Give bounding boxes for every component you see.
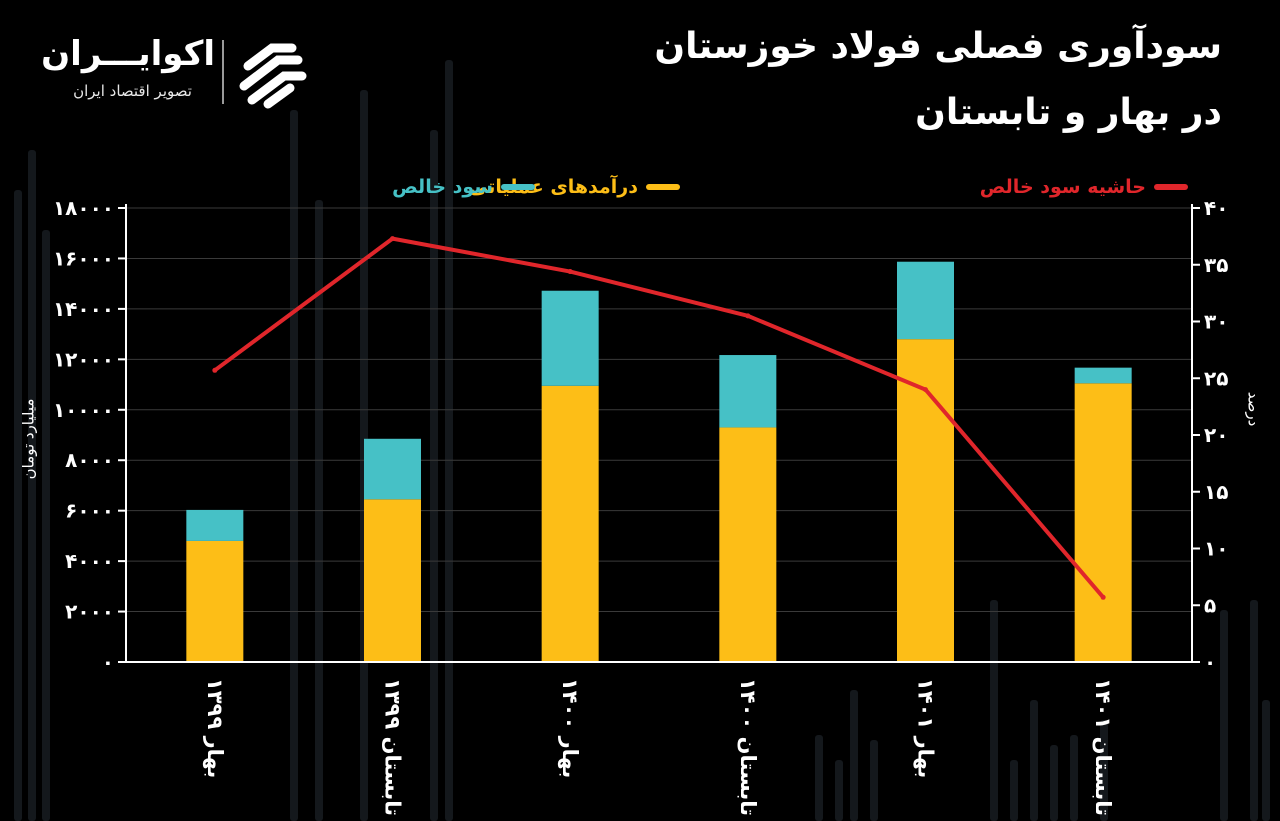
background-deco-bar bbox=[1100, 720, 1108, 821]
legend-swatch-revenue bbox=[646, 184, 680, 190]
bar-net-profit bbox=[897, 261, 954, 340]
margin-point bbox=[212, 367, 218, 373]
bar-net-profit bbox=[364, 438, 421, 500]
bar-net-profit bbox=[186, 509, 244, 541]
legend-swatch-net-profit bbox=[501, 184, 535, 190]
background-deco-bar bbox=[14, 190, 22, 821]
margin-point bbox=[390, 236, 395, 242]
y-tick-label: ۲۰۰۰ bbox=[65, 600, 114, 624]
y-right-tick-label: ۳۰ bbox=[1204, 310, 1228, 334]
y-tick-label: ۱۰۰۰۰ bbox=[53, 398, 114, 422]
background-deco-bar bbox=[870, 740, 878, 821]
background-deco-bar bbox=[850, 690, 858, 821]
background-deco-bar bbox=[430, 130, 438, 821]
x-tick-label: بهار ۱۴۰۰ bbox=[558, 678, 582, 778]
y-right-tick-label: ۴۰ bbox=[1204, 196, 1228, 220]
background-deco-bar bbox=[1220, 610, 1228, 821]
background-deco-bar bbox=[42, 230, 50, 821]
legend-item-net-profit: سود خالص bbox=[392, 174, 535, 200]
legend-swatch-margin bbox=[1154, 184, 1188, 190]
margin-point bbox=[567, 269, 573, 275]
bar-net-profit bbox=[719, 355, 777, 428]
bar-revenue bbox=[364, 499, 421, 662]
y-right-tick-label: ۳۵ bbox=[1204, 253, 1228, 277]
ecoiran-stripes-icon bbox=[239, 43, 307, 109]
background-deco-bar bbox=[28, 150, 36, 821]
logo-divider bbox=[222, 40, 224, 104]
legend-label-net-profit: سود خالص bbox=[392, 176, 493, 198]
margin-point bbox=[923, 387, 928, 393]
legend-label-margin: حاشیه سود خالص bbox=[979, 176, 1146, 198]
y-right-tick-label: ۵ bbox=[1204, 593, 1216, 617]
logo-name: اکوایـــران bbox=[41, 34, 215, 74]
line-net-profit-margin bbox=[213, 236, 1105, 599]
background-deco-bar bbox=[1030, 700, 1038, 821]
y-right-tick-label: ۱۵ bbox=[1204, 480, 1228, 504]
bar-revenue bbox=[1074, 383, 1132, 662]
x-tick-label: تابستان ۱۴۰۰ bbox=[736, 678, 760, 816]
background-deco-bar bbox=[290, 110, 298, 821]
legend-label-revenue: درآمدهای عملیاتی bbox=[469, 176, 638, 198]
bar-revenue bbox=[897, 339, 954, 662]
x-tick-label: بهار ۱۳۹۹ bbox=[203, 678, 227, 778]
y-tick-label: ۴۰۰۰ bbox=[65, 549, 114, 573]
x-tick-label: تابستان ۱۳۹۹ bbox=[381, 678, 405, 816]
y-right-tick-label: ۲۵ bbox=[1204, 366, 1228, 390]
bar-revenue bbox=[186, 540, 244, 662]
legend-item-margin: حاشیه سود خالص bbox=[980, 174, 1188, 200]
y-right-tick-label: ۲۰ bbox=[1204, 423, 1228, 447]
y-tick-label: ۶۰۰۰ bbox=[65, 499, 114, 523]
bar-net-profit bbox=[541, 290, 599, 386]
background-deco-bar bbox=[990, 600, 998, 821]
legend-item-revenue: درآمدهای عملیاتی bbox=[469, 174, 680, 200]
chart-title-line2: در بهار و تابستان bbox=[915, 92, 1222, 133]
logo: اکوایـــران تصویر اقتصاد ایران bbox=[41, 34, 312, 114]
y-right-tick-label: ۰ bbox=[1204, 650, 1216, 674]
background-deco-bar bbox=[835, 760, 843, 821]
background-deco-bar bbox=[1010, 760, 1018, 821]
margin-point bbox=[1100, 594, 1106, 600]
y-axis-label-right: درصد bbox=[1244, 391, 1263, 427]
y-tick-label: ۱۸۰۰۰ bbox=[53, 196, 114, 220]
chart-title-line1: سودآوری فصلی فولاد خوزستان bbox=[654, 26, 1222, 67]
y-axis-label-left: میلیارد تومان bbox=[19, 398, 38, 480]
y-tick-label: ۸۰۰۰ bbox=[65, 448, 114, 472]
margin-point bbox=[745, 313, 751, 319]
background-deco-bar bbox=[1250, 600, 1258, 821]
background-deco-bar bbox=[1070, 735, 1078, 821]
bar-revenue bbox=[541, 385, 599, 662]
y-tick-label: ۰ bbox=[102, 650, 114, 674]
x-tick-label: تابستان ۱۴۰۱ bbox=[1091, 678, 1115, 816]
y-tick-label: ۱۲۰۰۰ bbox=[53, 347, 114, 371]
background-deco-bar bbox=[1262, 700, 1270, 821]
y-tick-label: ۱۴۰۰۰ bbox=[53, 297, 114, 321]
logo-tagline: تصویر اقتصاد ایران bbox=[73, 82, 192, 100]
background-deco-bar bbox=[1050, 745, 1058, 821]
y-tick-label: ۱۶۰۰۰ bbox=[53, 246, 114, 270]
x-tick-label: بهار ۱۴۰۱ bbox=[914, 678, 938, 778]
bar-net-profit bbox=[1074, 367, 1132, 384]
y-right-tick-label: ۱۰ bbox=[1204, 537, 1228, 561]
bar-revenue bbox=[719, 427, 777, 662]
background-deco-bar bbox=[815, 735, 823, 821]
